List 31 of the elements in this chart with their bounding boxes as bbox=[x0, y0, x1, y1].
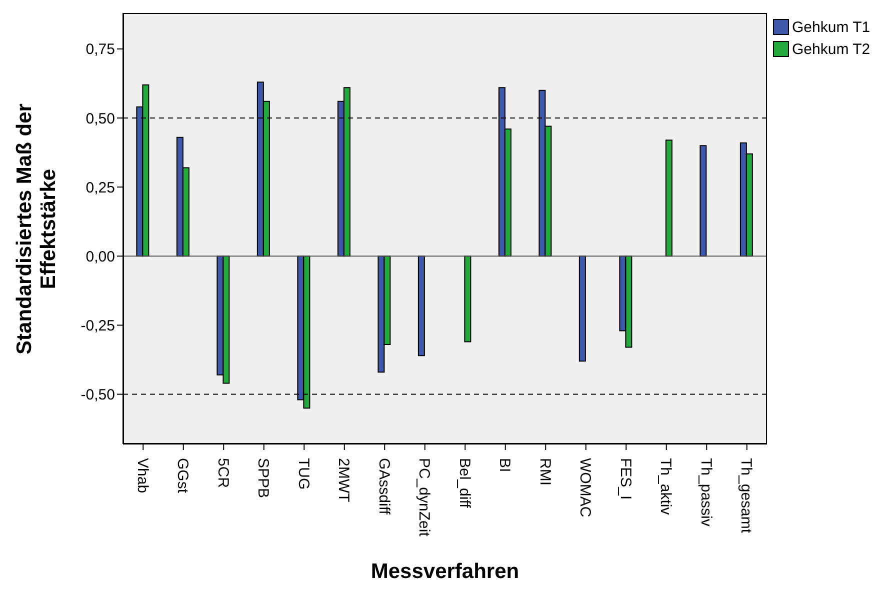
y-tick-label: 0,00 bbox=[86, 248, 115, 266]
x-tick-label: 2MWT bbox=[335, 458, 352, 502]
x-tick-label: Th_gesamt bbox=[738, 458, 755, 534]
y-tick-label: 0,50 bbox=[86, 110, 115, 128]
x-tick-label: RMI bbox=[536, 458, 554, 486]
bar bbox=[418, 256, 425, 356]
x-tick-label: 5CR bbox=[214, 458, 232, 488]
bar bbox=[578, 256, 586, 362]
legend-label: Gehkum T1 bbox=[792, 18, 870, 36]
y-axis-title: Standardisiertes Maß der Effektstärke bbox=[13, 102, 61, 356]
x-tick-label: PC_dynZeit bbox=[416, 458, 433, 538]
x-tick-label: BI bbox=[496, 458, 514, 472]
y-tick-label: -0,50 bbox=[80, 386, 115, 404]
x-tick-label: SPPB bbox=[254, 458, 272, 498]
y-tick-label: -0,25 bbox=[80, 318, 115, 335]
bar bbox=[464, 256, 472, 342]
x-tick-label: Bel_diff bbox=[456, 458, 473, 509]
x-tick-label: TUG bbox=[294, 458, 312, 490]
x-tick-label: Vhab bbox=[134, 458, 151, 494]
x-tick-label: GAssdiff bbox=[375, 458, 392, 516]
x-axis-title: Messverfahren bbox=[370, 560, 520, 584]
y-tick-label: 0,25 bbox=[86, 179, 115, 196]
x-tick-label: Th_aktiv bbox=[657, 458, 674, 516]
x-tick-label: FES_I bbox=[616, 458, 634, 500]
bar bbox=[700, 145, 707, 257]
x-tick-label: WOMAC bbox=[576, 458, 594, 518]
x-tick-label: GGst bbox=[174, 458, 192, 494]
legend-label: Gehkum T2 bbox=[792, 40, 870, 58]
x-tick-label: Th_passiv bbox=[697, 458, 714, 527]
y-tick-label: 0,75 bbox=[86, 41, 115, 58]
bar bbox=[665, 140, 672, 257]
